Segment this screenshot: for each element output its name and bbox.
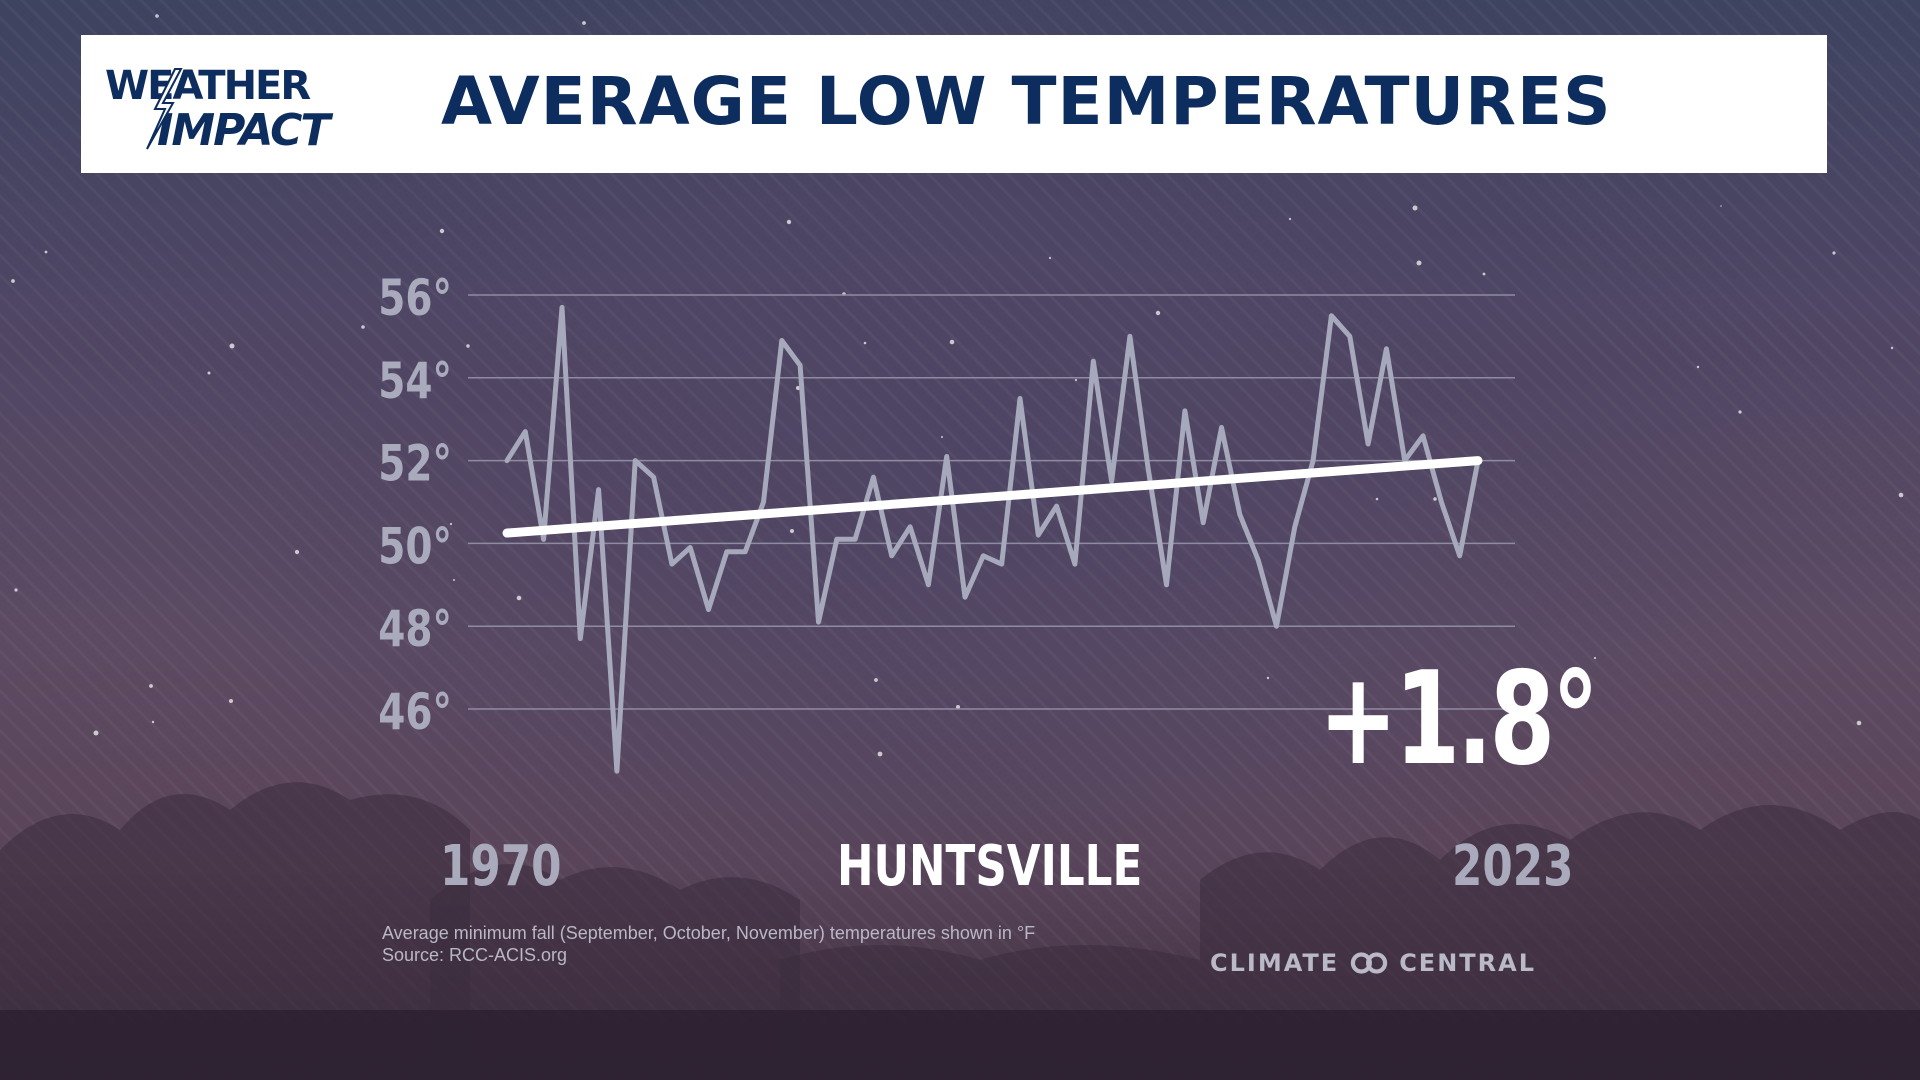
x-end-label: 2023: [1452, 834, 1574, 899]
star: [1048, 256, 1052, 260]
star: [449, 522, 453, 526]
star: [956, 705, 960, 709]
y-tick-label: 54°: [378, 351, 452, 410]
star: [863, 341, 867, 345]
y-tick-label: 56°: [378, 268, 452, 327]
page-title: AVERAGE LOW TEMPERATURES: [441, 63, 1612, 140]
star: [1074, 378, 1078, 382]
change-label: +1.8°: [1318, 645, 1599, 794]
footnote: Average minimum fall (September, October…: [382, 922, 1035, 966]
star: [1738, 410, 1742, 414]
star: [453, 579, 455, 581]
star: [1482, 272, 1486, 276]
star: [229, 343, 235, 349]
star: [151, 720, 155, 724]
star: [229, 699, 233, 703]
star: [1890, 346, 1894, 350]
star: [149, 684, 153, 688]
location-label: HUNTSVILLE: [836, 834, 1143, 899]
star: [1856, 720, 1862, 726]
star: [1832, 251, 1836, 255]
y-tick-label: 46°: [378, 682, 452, 741]
logo-line2: IMPACT: [157, 105, 333, 156]
star: [1416, 260, 1422, 266]
star: [516, 595, 522, 601]
logo-line1: WEATHER: [105, 63, 310, 109]
star: [786, 219, 792, 225]
star: [1898, 492, 1904, 498]
brand-right: CENTRAL: [1399, 949, 1536, 977]
y-tick-label: 52°: [378, 434, 452, 493]
brand-left: CLIMATE: [1210, 949, 1340, 977]
footnote-source: Source: RCC-ACIS.org: [382, 945, 568, 965]
star: [1375, 497, 1379, 501]
star: [941, 436, 943, 438]
tree-silhouette: [0, 782, 1920, 1080]
star: [14, 588, 18, 592]
footnote-description: Average minimum fall (September, October…: [382, 923, 1036, 943]
star: [155, 14, 159, 18]
linked-rings-icon: [1351, 952, 1388, 974]
star: [582, 21, 586, 25]
star: [874, 678, 878, 682]
temperature-series-line: [504, 304, 1481, 774]
star: [1266, 676, 1270, 680]
star: [1696, 365, 1700, 369]
star: [1412, 205, 1418, 211]
star: [207, 371, 211, 375]
star: [411, 305, 415, 309]
star: [294, 549, 300, 555]
star: [1510, 712, 1514, 716]
star: [439, 228, 445, 234]
star: [1720, 205, 1722, 207]
star: [795, 385, 801, 391]
star: [877, 751, 883, 757]
grid: [468, 294, 1515, 710]
climate-central-logo: CLIMATE CENTRAL: [1210, 945, 1536, 981]
trend-line: [502, 456, 1483, 538]
star: [11, 279, 15, 283]
star: [1288, 217, 1292, 221]
y-axis-ticks: 46° 48° 50° 52° 54° 56°: [378, 268, 452, 741]
star: [361, 325, 365, 329]
star: [790, 529, 794, 533]
star: [466, 344, 470, 348]
star: [949, 339, 955, 345]
y-tick-label: 50°: [378, 517, 452, 576]
weather-impact-logo: WEATHER IMPACT: [105, 63, 335, 156]
y-tick-label: 48°: [378, 599, 452, 658]
star: [1155, 310, 1161, 316]
lightning-bolt-icon: [146, 68, 183, 150]
header-banner: WEATHER IMPACT AVERAGE LOW TEMPERATURES: [81, 35, 1827, 173]
star: [1593, 656, 1597, 660]
star: [93, 730, 99, 736]
star: [44, 250, 48, 254]
x-start-label: 1970: [440, 834, 562, 899]
star: [1433, 497, 1437, 501]
